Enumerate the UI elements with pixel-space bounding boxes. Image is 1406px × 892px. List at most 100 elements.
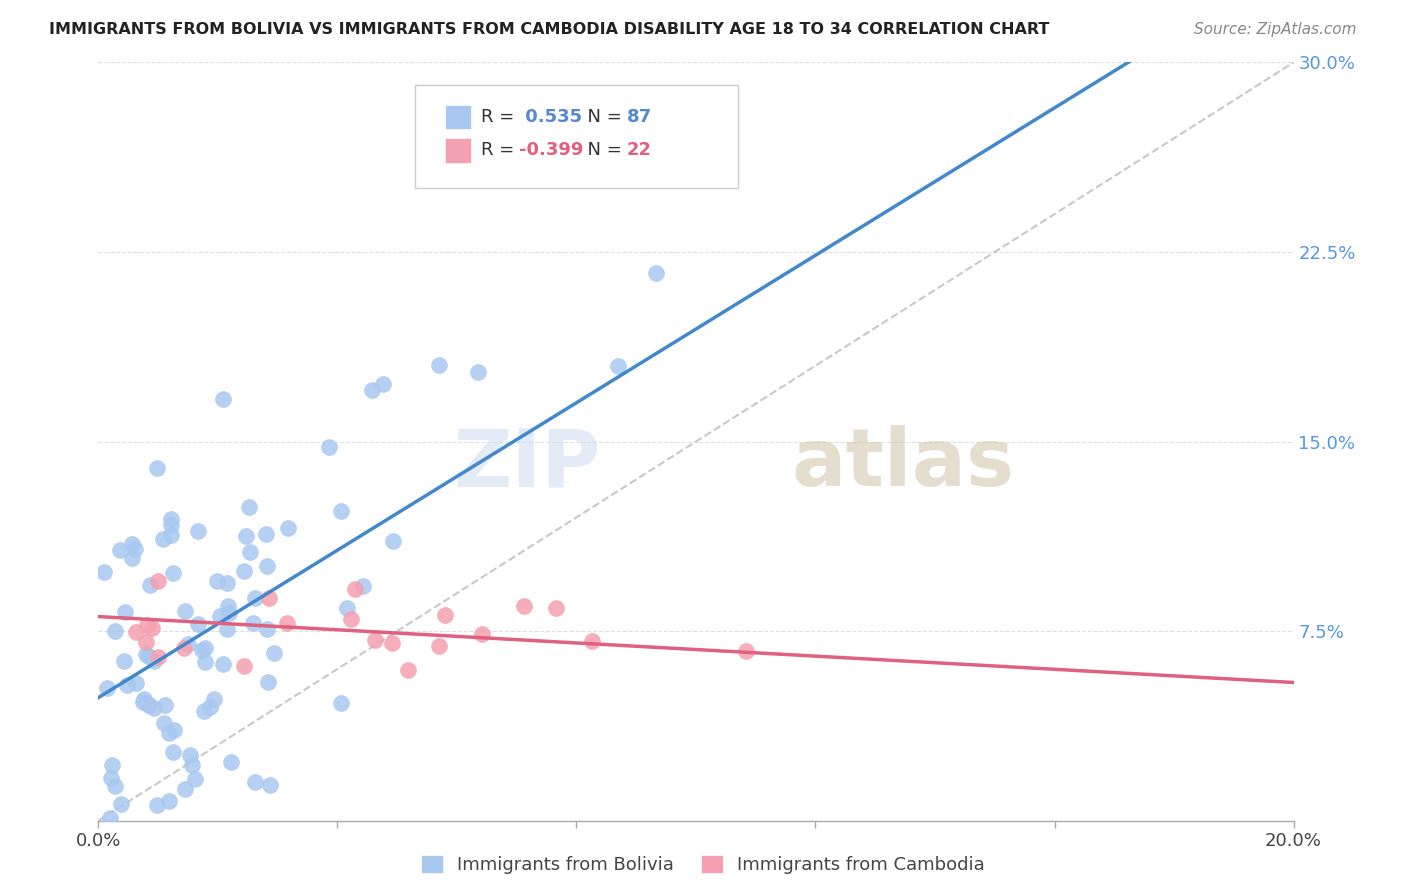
Point xyxy=(96,681,118,696)
Point xyxy=(336,600,359,615)
Point xyxy=(361,384,384,398)
Point xyxy=(181,758,204,772)
Point xyxy=(114,605,136,619)
Point xyxy=(243,591,266,606)
Point xyxy=(211,657,233,672)
Point xyxy=(364,633,387,648)
Point xyxy=(581,633,603,648)
Text: atlas: atlas xyxy=(792,425,1015,503)
Point xyxy=(138,578,160,592)
Point xyxy=(187,524,209,538)
Point xyxy=(381,636,404,650)
Point xyxy=(257,675,280,690)
Point xyxy=(146,649,169,664)
Point xyxy=(179,748,201,763)
Point xyxy=(100,771,122,785)
Point xyxy=(187,616,209,631)
Point xyxy=(217,576,239,591)
Point xyxy=(152,532,174,546)
Text: N =: N = xyxy=(576,142,628,160)
Point xyxy=(263,646,285,660)
Point xyxy=(162,566,184,580)
FancyBboxPatch shape xyxy=(446,138,471,162)
Point xyxy=(160,512,183,526)
Point xyxy=(277,521,299,535)
Text: N =: N = xyxy=(576,108,628,126)
Text: 0.535: 0.535 xyxy=(519,108,582,126)
Point xyxy=(202,692,225,706)
Point xyxy=(243,774,266,789)
Point xyxy=(110,543,132,558)
Point xyxy=(606,359,628,373)
Point xyxy=(153,715,176,730)
Point xyxy=(644,266,666,280)
Point xyxy=(256,622,278,636)
Point xyxy=(184,772,207,786)
Point xyxy=(434,608,457,623)
Point xyxy=(205,574,228,588)
Point xyxy=(194,641,217,656)
Point xyxy=(381,534,404,549)
Point xyxy=(215,622,238,636)
Text: Source: ZipAtlas.com: Source: ZipAtlas.com xyxy=(1194,22,1357,37)
Point xyxy=(208,609,231,624)
Point xyxy=(121,537,143,551)
Point xyxy=(136,617,159,632)
Point xyxy=(544,600,567,615)
Point xyxy=(125,625,148,640)
Point xyxy=(141,622,163,636)
Point xyxy=(239,545,262,559)
Point xyxy=(191,642,214,657)
Point xyxy=(146,574,169,588)
Point xyxy=(471,627,494,641)
Legend: Immigrants from Bolivia, Immigrants from Cambodia: Immigrants from Bolivia, Immigrants from… xyxy=(420,855,986,874)
Point xyxy=(132,695,155,709)
Point xyxy=(100,758,122,772)
Point xyxy=(138,698,160,712)
Point xyxy=(512,599,534,613)
Text: -0.399: -0.399 xyxy=(519,142,583,160)
Point xyxy=(112,654,135,668)
Point xyxy=(163,723,186,738)
Point xyxy=(104,624,127,639)
Point xyxy=(173,641,195,656)
Point xyxy=(174,604,197,618)
Point xyxy=(103,780,125,794)
Point xyxy=(198,700,221,714)
FancyBboxPatch shape xyxy=(446,105,471,129)
Point xyxy=(124,541,146,556)
Point xyxy=(173,781,195,796)
FancyBboxPatch shape xyxy=(415,85,738,187)
Point xyxy=(429,639,451,653)
Point xyxy=(159,518,181,533)
Point xyxy=(330,696,353,710)
Point xyxy=(467,365,489,379)
Point xyxy=(115,678,138,692)
Point xyxy=(232,659,254,673)
Point xyxy=(162,745,184,759)
Point xyxy=(136,648,159,663)
Point xyxy=(142,700,165,714)
Point xyxy=(343,582,366,597)
Point xyxy=(339,612,361,626)
Point xyxy=(145,798,167,813)
Point xyxy=(232,564,254,578)
Point xyxy=(371,376,394,391)
Point xyxy=(153,698,176,713)
Point xyxy=(235,528,257,542)
Text: ZIP: ZIP xyxy=(453,425,600,503)
Point xyxy=(735,644,758,658)
Point xyxy=(254,527,277,541)
Point xyxy=(160,527,183,541)
Point xyxy=(157,726,180,740)
Point xyxy=(135,647,157,661)
Point xyxy=(219,755,242,769)
Text: R =: R = xyxy=(481,108,520,126)
Point xyxy=(157,794,180,808)
Point xyxy=(396,663,419,677)
Point xyxy=(276,615,298,630)
Point xyxy=(259,591,281,605)
Point xyxy=(142,654,165,668)
Text: 22: 22 xyxy=(627,142,651,160)
Point xyxy=(177,637,200,651)
